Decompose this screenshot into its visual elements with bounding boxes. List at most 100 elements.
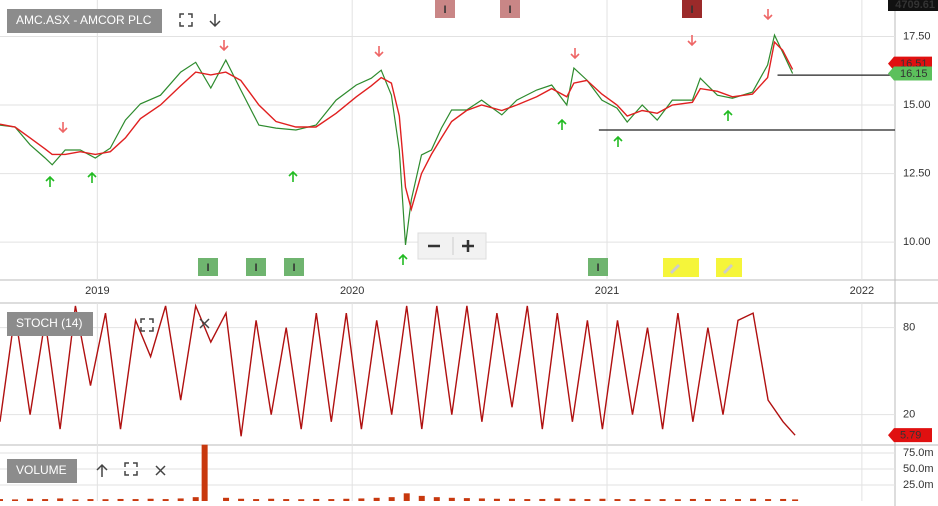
move-up-icon[interactable] [96,463,108,477]
header-value-box [888,0,938,11]
volume-bar [102,499,109,501]
sell-signal-arrow [374,46,384,58]
zoom-in[interactable] [462,240,474,252]
close-icon[interactable] [199,318,210,329]
volume-bar [12,499,19,501]
expand-icon[interactable] [140,318,154,332]
volume-bar [629,499,636,501]
volume-bar [569,498,576,501]
volume-bar [313,498,320,501]
volume-bar [750,498,757,501]
volume-bar [614,499,621,501]
volume-bar [659,499,666,501]
volume-bar [147,498,154,501]
expand-icon[interactable] [124,462,138,476]
volume-bar [192,497,199,501]
event-badge-label: I [443,4,446,16]
volume-bar [283,499,290,501]
volume-bar [719,499,726,501]
buy-signal-arrow [87,171,97,183]
x-tick-label: 2020 [340,285,364,297]
volume-bar [42,499,49,501]
volume-bar [343,498,350,501]
event-badge-label: I [596,262,599,274]
series-line [0,33,794,245]
volume-bar [554,498,561,501]
event-badge [682,0,702,18]
y-tick-label: 80 [903,322,915,334]
volume-bar [599,498,606,501]
sell-signal-arrow [58,122,68,134]
symbol-label-box [7,9,162,33]
y-tick-label: 10.00 [903,236,931,248]
volume-bar [72,499,79,501]
series-line [0,303,796,437]
event-badge-label: I [292,262,295,274]
buy-signal-arrow [45,175,55,187]
event-badge-label: I [690,4,693,16]
volume-bar [403,493,410,501]
price-tag [888,428,932,443]
volume-bar [524,499,531,501]
symbol-label: AMC.ASX - AMCOR PLC [16,13,152,27]
sell-signal-arrow [219,40,229,52]
y-tick-label: 15.00 [903,99,931,111]
volume-bar [674,499,681,501]
volume-label: VOLUME [16,463,67,477]
volume-bar [162,499,169,501]
event-badge [198,258,218,276]
sell-signal-arrow [570,48,580,60]
volume-bar [508,498,515,501]
y-tick-label: 25.0m [903,479,934,491]
volume-bar [57,498,64,501]
volume-bar [704,499,711,501]
volume-bar [765,499,772,501]
volume-bar [373,497,380,501]
header-value: 4709.61 [895,0,935,11]
event-badge [284,258,304,276]
buy-signal-arrow [398,253,408,265]
y-tick-label: 50.0m [903,463,934,475]
event-badge-label: I [254,262,257,274]
buy-signal-arrow [723,109,733,121]
volume-bar [238,498,245,501]
event-badge [588,258,608,276]
y-tick-label: 17.50 [903,30,931,42]
volume-bar [448,497,455,501]
volume-bar [253,499,260,501]
volume-bar [223,497,230,501]
volume-bar [298,499,305,501]
x-tick-label: 2019 [85,285,109,297]
volume-bar [478,498,485,501]
volume-bar [689,498,696,501]
note-icon [670,264,680,274]
volume-bar [117,498,124,501]
volume-bar [201,444,208,501]
volume-bar [418,495,425,501]
volume-bar [780,498,787,501]
expand-icon[interactable] [179,13,193,27]
buy-signal-arrow [613,135,623,147]
volume-bar [132,499,139,501]
volume-bar [87,499,94,501]
y-tick-label: 20 [903,408,915,420]
zoom-control [417,232,487,260]
y-tick-label: 75.0m [903,447,934,459]
event-badge-label: I [508,4,511,16]
volume-bar [539,498,546,501]
volume-bar [0,499,3,501]
close-icon[interactable] [155,465,166,476]
sell-signal-arrow [687,35,697,47]
note-badge [663,258,699,277]
volume-bar [388,497,395,501]
volume-label-box [7,459,77,483]
x-tick-label: 2022 [850,285,874,297]
volume-bar [358,498,365,501]
volume-bar [328,499,335,501]
stoch-label: STOCH (14) [16,316,82,330]
volume-bar [463,498,470,501]
volume-bar [177,498,184,501]
volume-bar [433,497,440,501]
move-down-icon[interactable] [209,14,221,28]
